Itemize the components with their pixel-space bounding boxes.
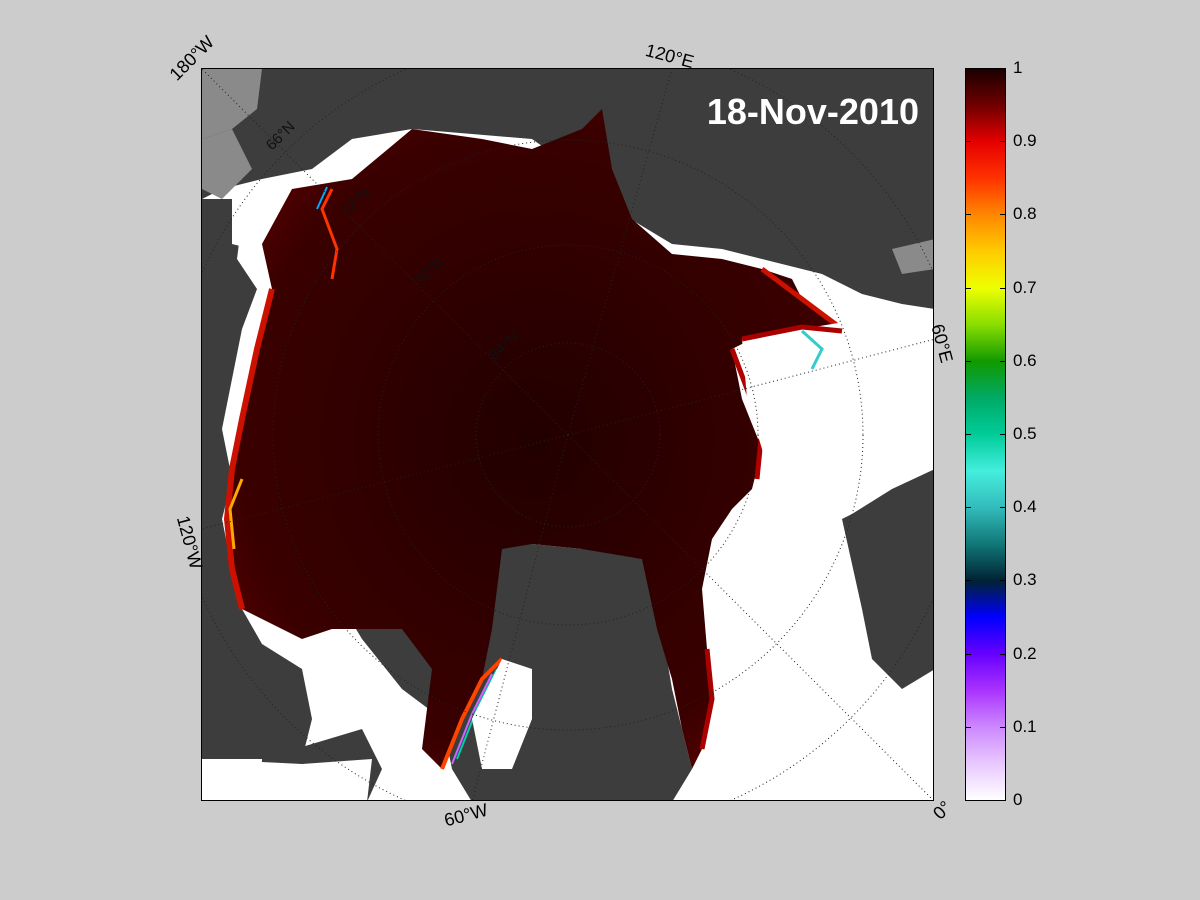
colorbar-tick-mark — [1000, 214, 1006, 216]
colorbar-tick-mark — [1000, 726, 1006, 728]
colorbar-tick-mark — [1000, 434, 1006, 435]
lon-label-60w: 60°W — [442, 799, 490, 831]
colorbar-tick-label: 0.5 — [1013, 424, 1037, 443]
kara-ice-edge — [741, 324, 843, 342]
colorbar-tick-mark — [1000, 141, 1006, 143]
colorbar-tick-label: 0.1 — [1013, 716, 1037, 736]
lon-label-0: 0° — [929, 796, 956, 824]
sea-ice-extent — [227, 109, 842, 769]
colorbar-tick-mark — [965, 141, 971, 143]
kara-ice-edge-cyan — [800, 329, 824, 370]
colorbar-tick-mark — [1000, 68, 1006, 69]
sea-ice-map: 66°N 72°N 78°N 84°N 18-Nov-2010 — [201, 68, 934, 801]
colorbar-tick-label: 0.9 — [1013, 131, 1037, 151]
colorbar-tick-mark — [1000, 580, 1006, 582]
hudson-open-water — [202, 759, 372, 800]
colorbar-tick-label: 0 — [1013, 790, 1023, 809]
colorbar-tick-mark — [1000, 360, 1006, 362]
colorbar-tick-label: 1 — [1013, 58, 1023, 77]
colorbar-tick-label: 0.4 — [1013, 497, 1037, 517]
colorbar-tick-mark — [965, 434, 971, 435]
colorbar-tick-label: 0.8 — [1013, 204, 1037, 224]
colorbar-tick-label: 0.2 — [1013, 643, 1037, 663]
colorbar-tick-mark — [965, 68, 971, 69]
colorbar-tick-label: 0.3 — [1013, 570, 1037, 590]
colorbar-tick-mark — [965, 360, 971, 362]
colorbar-tick-mark — [1000, 653, 1006, 655]
baffin-open-water — [472, 659, 532, 769]
colorbar-tick-mark — [965, 726, 971, 728]
graticule — [202, 69, 933, 800]
colorbar-tick-mark — [965, 653, 971, 655]
colorbar-tick-mark — [1000, 287, 1006, 289]
colorbar-tick-mark — [1000, 800, 1006, 801]
land-light-patches — [202, 69, 933, 274]
colorbar-tick-mark — [965, 580, 971, 582]
colorbar-tick-label: 0.7 — [1013, 277, 1037, 297]
colorbar-tick-mark — [965, 507, 971, 509]
colorbar-tick-label: 0.6 — [1013, 350, 1037, 370]
map-canvas: 66°N 72°N 78°N 84°N — [202, 69, 933, 800]
colorbar-tick-mark — [965, 287, 971, 289]
map-date-label: 18-Nov-2010 — [706, 91, 919, 132]
colorbar-tick-mark — [1000, 507, 1006, 509]
colorbar-tick-mark — [965, 214, 971, 216]
barents-open-water — [742, 309, 933, 519]
colorbar-tick-mark — [965, 800, 971, 801]
